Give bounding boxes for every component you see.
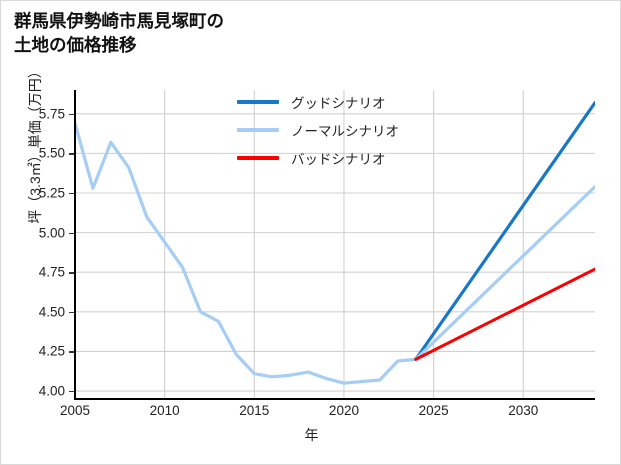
y-tick-mark — [69, 351, 74, 353]
x-axis-label: 年 — [304, 427, 319, 443]
y-tick-label: 5.75 — [38, 106, 65, 122]
series-line — [414, 101, 595, 361]
legend-label: バッドシナリオ — [291, 152, 386, 167]
x-axis-spine — [74, 398, 595, 400]
y-tick-label: 4.50 — [38, 304, 65, 320]
data-series — [75, 101, 595, 385]
chart-canvas — [75, 90, 595, 399]
plot-area — [75, 90, 595, 399]
legend-label: グッドシナリオ — [291, 96, 386, 111]
legend-color-swatch — [237, 99, 279, 105]
y-axis-spine — [74, 90, 76, 400]
legend-color-swatch — [237, 127, 279, 133]
x-tick-label: 2030 — [508, 403, 539, 418]
y-tick-label: 4.75 — [38, 264, 65, 280]
y-tick-mark — [69, 311, 74, 314]
chart-legend: グッドシナリオ ノーマルシナリオ バッドシナリオ — [237, 93, 399, 167]
x-tick-label: 2025 — [418, 403, 449, 418]
legend-label: ノーマルシナリオ — [291, 124, 399, 139]
y-tick-mark — [69, 272, 74, 274]
y-tick-label: 4.25 — [38, 343, 65, 359]
y-tick-mark — [69, 232, 74, 234]
y-tick-mark — [69, 153, 74, 155]
x-tick-label: 2005 — [59, 403, 91, 418]
series-line — [414, 267, 595, 361]
x-tick-label: 2015 — [239, 403, 270, 418]
page-title: 群馬県伊勢崎市馬見塚町の 土地の価格推移 — [14, 11, 224, 56]
y-tick-mark — [69, 113, 74, 116]
y-tick-label: 5.00 — [38, 225, 65, 241]
y-axis-label: 坪（3.3㎡）単価（万円） — [27, 64, 43, 224]
y-tick-label: 5.25 — [38, 185, 65, 201]
legend-item: ノーマルシナリオ — [237, 121, 399, 139]
legend-item: バッドシナリオ — [237, 149, 399, 167]
y-tick-mark — [69, 391, 74, 393]
series-line — [414, 185, 595, 361]
series-line — [75, 121, 418, 385]
y-tick-label: 4.00 — [38, 383, 65, 399]
gridlines — [75, 90, 595, 399]
x-tick-label: 2010 — [149, 403, 180, 418]
x-tick-label: 2020 — [328, 403, 359, 418]
legend-item: グッドシナリオ — [237, 93, 399, 111]
y-tick-label: 5.50 — [38, 145, 65, 161]
y-tick-mark — [69, 193, 74, 195]
legend-color-swatch — [237, 155, 279, 161]
